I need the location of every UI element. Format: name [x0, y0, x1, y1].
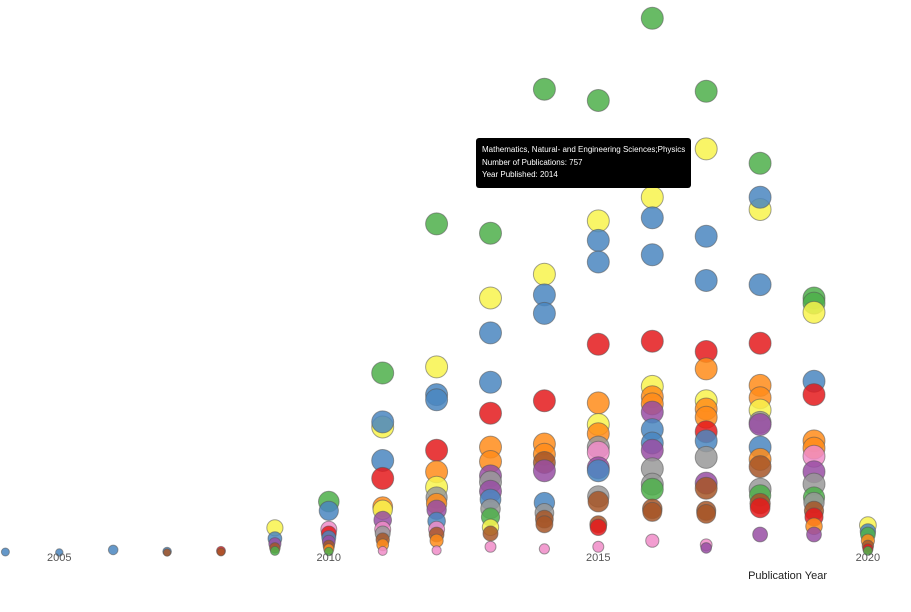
data-point[interactable]	[748, 331, 772, 355]
data-point[interactable]	[431, 545, 442, 556]
data-point[interactable]	[589, 518, 607, 536]
x-axis-label: Publication Year	[748, 570, 827, 582]
data-point[interactable]	[640, 243, 664, 267]
data-point[interactable]	[748, 413, 772, 436]
data-point[interactable]	[802, 383, 826, 407]
data-point[interactable]	[479, 401, 502, 425]
data-point[interactable]	[425, 438, 449, 462]
data-point[interactable]	[862, 545, 873, 556]
data-point[interactable]	[694, 224, 718, 248]
data-point[interactable]	[748, 151, 772, 175]
x-axis-ticks: 2005 2010 2015 2020	[47, 552, 880, 564]
data-point[interactable]	[479, 370, 502, 394]
data-point[interactable]	[694, 476, 718, 500]
data-point[interactable]	[586, 209, 610, 233]
data-point[interactable]	[532, 301, 556, 325]
data-point[interactable]	[479, 286, 502, 310]
data-point[interactable]	[425, 212, 449, 236]
tooltip-year: Year Published: 2014	[482, 170, 558, 179]
x-tick-label: 2005	[47, 552, 71, 564]
tooltip-publication-count: Number of Publications: 757	[482, 157, 583, 167]
data-point[interactable]	[371, 466, 395, 490]
data-point[interactable]	[425, 388, 449, 412]
data-points	[0, 6, 877, 557]
data-point[interactable]	[586, 250, 610, 274]
data-point[interactable]	[532, 262, 556, 286]
data-point[interactable]	[694, 79, 718, 103]
data-point[interactable]	[482, 525, 499, 542]
data-point[interactable]	[640, 477, 664, 501]
data-point[interactable]	[586, 228, 610, 252]
data-point[interactable]	[586, 332, 610, 356]
data-point[interactable]	[269, 545, 280, 556]
data-point[interactable]	[694, 269, 718, 292]
data-point[interactable]	[694, 445, 718, 469]
data-point[interactable]	[640, 329, 664, 353]
data-point[interactable]	[216, 547, 226, 557]
data-point[interactable]	[55, 548, 64, 557]
data-point[interactable]	[532, 389, 556, 413]
data-point[interactable]	[749, 497, 771, 519]
data-point[interactable]	[748, 273, 772, 297]
data-point[interactable]	[640, 185, 664, 209]
data-point[interactable]	[694, 137, 718, 161]
data-point[interactable]	[371, 410, 395, 434]
x-tick-label: 2020	[856, 552, 880, 564]
data-point[interactable]	[107, 544, 119, 556]
x-tick-label: 2010	[317, 552, 341, 564]
data-point[interactable]	[479, 321, 502, 345]
data-point[interactable]	[640, 6, 664, 30]
data-point[interactable]	[318, 500, 339, 521]
data-point[interactable]	[484, 540, 497, 553]
data-point[interactable]	[324, 546, 334, 557]
data-point[interactable]	[645, 533, 660, 548]
data-point[interactable]	[532, 459, 556, 483]
data-point[interactable]	[752, 526, 768, 543]
data-point[interactable]	[586, 89, 610, 112]
data-point[interactable]	[538, 543, 551, 555]
data-point[interactable]	[748, 185, 772, 209]
data-point[interactable]	[748, 455, 772, 479]
data-point[interactable]	[162, 548, 172, 557]
data-point[interactable]	[586, 391, 610, 415]
tooltip: Mathematics, Natural- and Engineering Sc…	[476, 138, 692, 188]
data-point[interactable]	[586, 459, 610, 483]
data-point[interactable]	[425, 355, 449, 379]
data-point[interactable]	[700, 542, 713, 554]
data-point[interactable]	[377, 545, 388, 556]
x-tick-label: 2015	[586, 552, 610, 564]
data-point[interactable]	[371, 361, 395, 385]
data-point[interactable]	[694, 357, 718, 381]
data-point[interactable]	[0, 547, 10, 557]
data-point[interactable]	[479, 221, 502, 245]
data-point[interactable]	[587, 490, 610, 513]
data-point[interactable]	[806, 526, 822, 543]
data-point[interactable]	[535, 515, 554, 534]
data-point[interactable]	[592, 540, 605, 553]
data-point[interactable]	[642, 501, 663, 522]
data-point[interactable]	[640, 206, 664, 230]
data-point[interactable]	[532, 77, 556, 101]
data-point[interactable]	[802, 300, 826, 324]
data-point[interactable]	[696, 504, 717, 524]
tooltip-category: Mathematics, Natural- and Engineering Sc…	[482, 145, 686, 154]
